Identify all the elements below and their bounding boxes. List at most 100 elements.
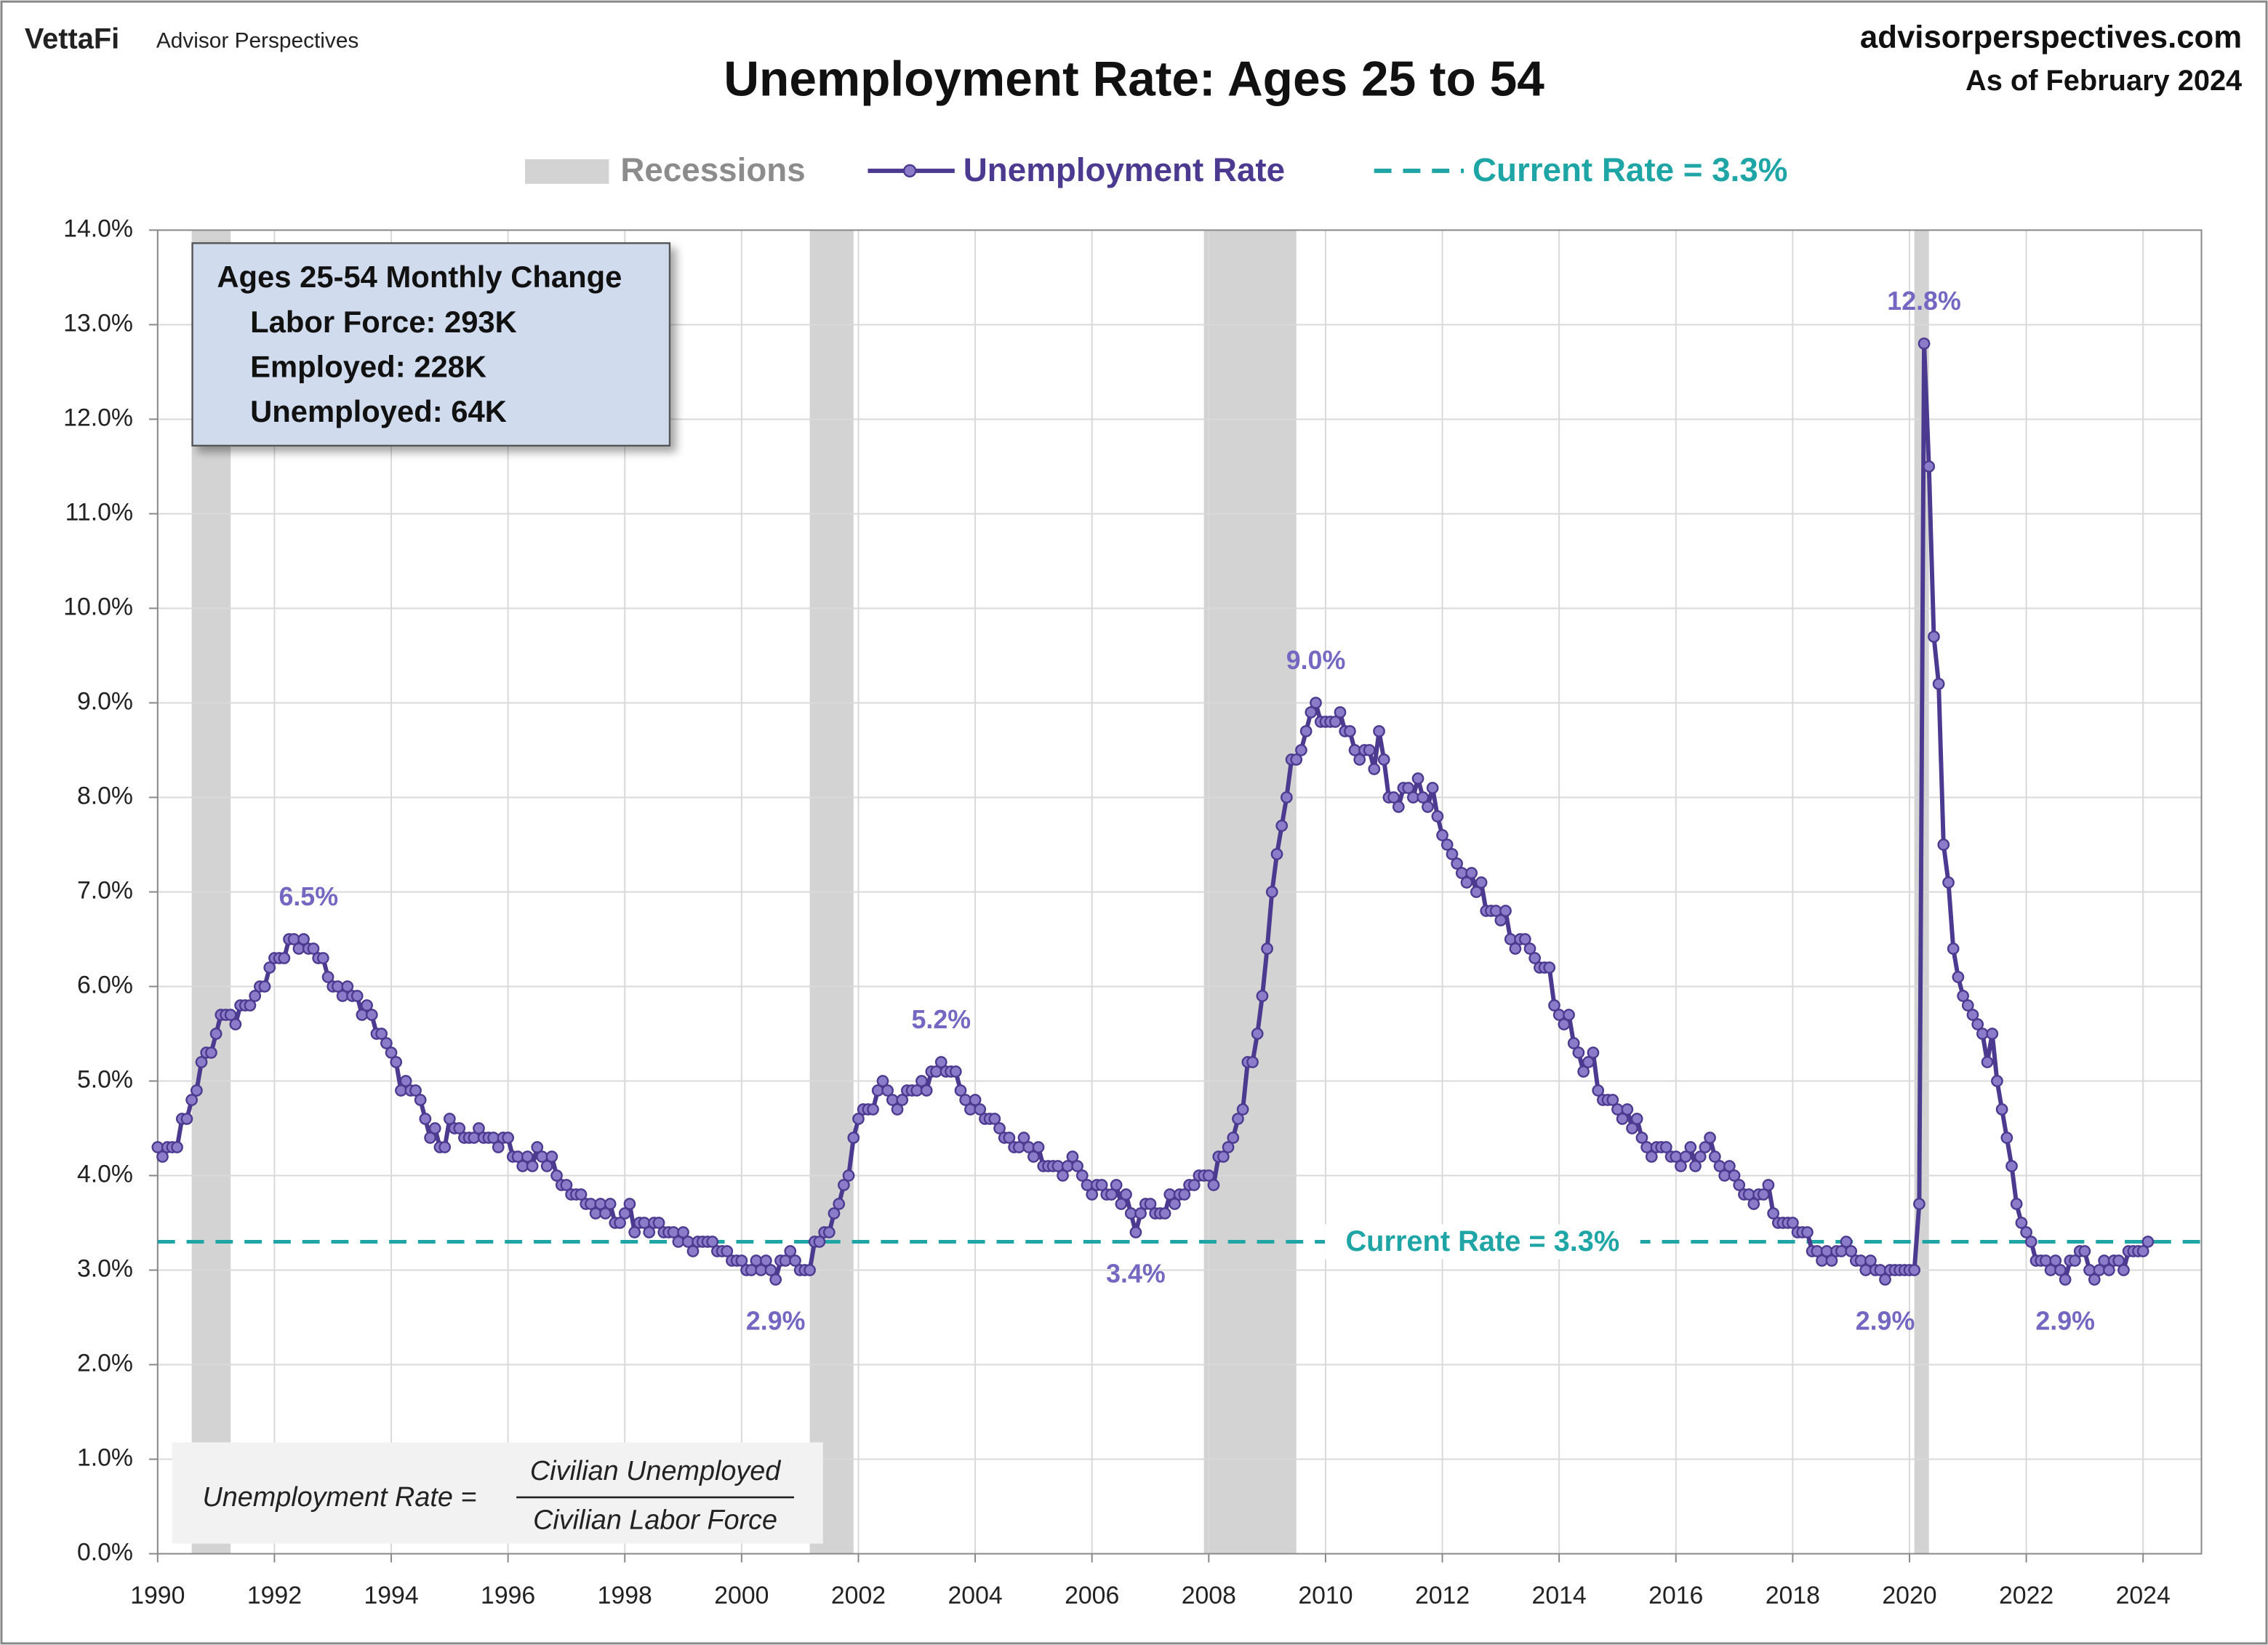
x-tick-label: 2004 (947, 1582, 1002, 1609)
data-point (1499, 905, 1512, 917)
data-point (764, 1264, 777, 1276)
data-point (1032, 1141, 1045, 1153)
data-point (1066, 1150, 1079, 1163)
legend-recession-swatch (525, 159, 609, 184)
y-tick-label: 13.0% (63, 309, 133, 337)
data-point (341, 980, 354, 993)
data-point (390, 1056, 403, 1068)
formula-numerator: Civilian Unemployed (530, 1456, 782, 1486)
data-point (1961, 999, 1974, 1012)
data-point (1757, 1188, 1770, 1201)
data-point (1158, 1207, 1171, 1220)
data-point (380, 1037, 393, 1049)
data-point (1353, 753, 1366, 766)
site: advisorperspectives.com (1860, 19, 2242, 55)
legend-label: Recessions (620, 151, 805, 188)
data-point (1563, 1009, 1575, 1021)
data-point (789, 1254, 801, 1267)
data-point (365, 1009, 378, 1021)
info-line: Employed: 228K (250, 349, 486, 383)
data-point (307, 942, 320, 955)
data-point (1523, 942, 1536, 955)
y-tick-label: 14.0% (63, 215, 133, 242)
data-point (1582, 1056, 1595, 1068)
data-point (813, 1236, 826, 1248)
data-point (804, 1264, 816, 1276)
data-point (1295, 744, 1307, 756)
data-point (502, 1132, 515, 1144)
formula-box (172, 1442, 823, 1544)
data-point (1971, 1018, 1984, 1030)
data-point (686, 1245, 700, 1257)
data-point (1095, 1179, 1108, 1191)
data-point (361, 999, 373, 1012)
data-point (2088, 1273, 2101, 1286)
y-tick-label: 0.0% (77, 1538, 133, 1566)
data-point (1518, 933, 1531, 945)
data-point (1470, 886, 1483, 898)
info-box (191, 242, 671, 447)
data-point (209, 1028, 223, 1040)
data-point (1864, 1254, 1877, 1267)
data-point (1251, 1028, 1264, 1040)
as-of: As of February 2024 (1966, 65, 2242, 97)
data-point (1144, 1198, 1157, 1210)
data-point (321, 971, 334, 983)
data-point (934, 1056, 947, 1068)
data-point (1699, 1141, 1712, 1153)
x-tick-label: 2024 (2116, 1582, 2171, 1609)
data-point (2024, 1236, 2037, 1248)
data-point (1991, 1075, 2003, 1087)
data-point (1543, 961, 1556, 974)
peak-label: 2.9% (2035, 1307, 2095, 1336)
data-point (1426, 782, 1439, 794)
data-point (1704, 1132, 1716, 1144)
data-point (1387, 791, 1400, 804)
data-point (1675, 1160, 1687, 1172)
data-point (896, 1094, 909, 1106)
data-point (531, 1141, 544, 1153)
data-point (784, 1245, 797, 1257)
x-tick-label: 2002 (831, 1582, 886, 1609)
data-point (988, 1113, 1001, 1125)
data-point (604, 1198, 617, 1210)
data-point (1344, 725, 1356, 737)
peak-label: 3.4% (1106, 1260, 1166, 1289)
data-point (399, 1075, 412, 1087)
data-point (1290, 753, 1303, 766)
data-point (1178, 1188, 1191, 1201)
y-tick-label: 2.0% (77, 1349, 133, 1377)
y-tick-label: 3.0% (77, 1254, 133, 1282)
data-point (2117, 1264, 2130, 1276)
data-point (1232, 1113, 1244, 1125)
x-tick-label: 1998 (598, 1582, 652, 1609)
data-point (920, 1084, 933, 1097)
data-point (1947, 942, 1960, 955)
data-point (249, 990, 262, 1002)
data-point (1275, 820, 1289, 832)
data-point (1363, 744, 1376, 756)
data-point (574, 1188, 588, 1201)
data-point (526, 1160, 539, 1172)
x-tick-label: 1990 (130, 1582, 185, 1609)
data-point (1120, 1188, 1132, 1201)
y-tick-label: 1.0% (77, 1444, 133, 1471)
legend-label: Current Rate = 3.3% (1472, 151, 1788, 188)
data-point (156, 1150, 169, 1163)
data-point (1417, 791, 1430, 804)
data-point (1407, 791, 1419, 804)
data-point (760, 1254, 772, 1267)
data-point (1845, 1245, 1858, 1257)
data-point (1377, 753, 1390, 766)
data-point (2015, 1217, 2028, 1229)
data-point (1957, 990, 1969, 1002)
data-point (1227, 1132, 1240, 1144)
data-point (954, 1084, 967, 1097)
data-point (993, 1122, 1006, 1134)
data-point (1621, 1103, 1634, 1116)
peak-label: 5.2% (911, 1005, 971, 1034)
x-tick-label: 1996 (481, 1582, 535, 1609)
data-point (628, 1226, 641, 1238)
data-point (1787, 1217, 1799, 1229)
